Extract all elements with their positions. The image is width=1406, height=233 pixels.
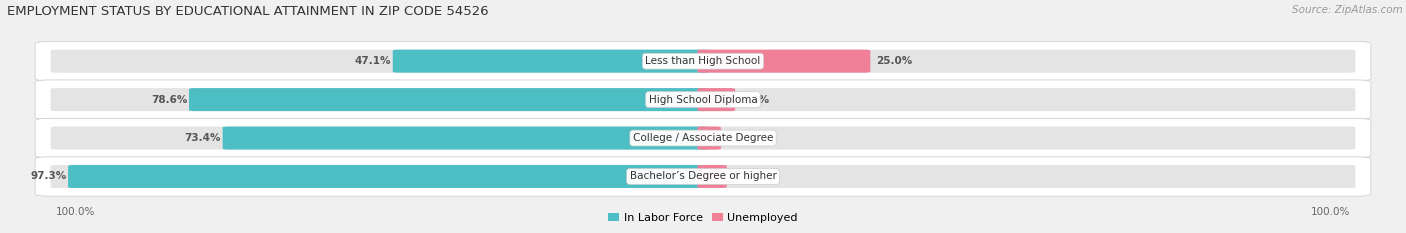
FancyBboxPatch shape: [392, 50, 709, 73]
Text: 4.1%: 4.1%: [741, 95, 770, 105]
FancyBboxPatch shape: [35, 41, 1371, 81]
FancyBboxPatch shape: [51, 127, 1355, 150]
Text: 1.9%: 1.9%: [727, 133, 755, 143]
Text: 100.0%: 100.0%: [56, 207, 96, 217]
FancyBboxPatch shape: [51, 88, 1355, 111]
Text: EMPLOYMENT STATUS BY EDUCATIONAL ATTAINMENT IN ZIP CODE 54526: EMPLOYMENT STATUS BY EDUCATIONAL ATTAINM…: [7, 5, 489, 18]
FancyBboxPatch shape: [35, 80, 1371, 119]
FancyBboxPatch shape: [188, 88, 709, 111]
Text: College / Associate Degree: College / Associate Degree: [633, 133, 773, 143]
Text: 47.1%: 47.1%: [354, 56, 391, 66]
Text: Less than High School: Less than High School: [645, 56, 761, 66]
Text: 73.4%: 73.4%: [184, 133, 221, 143]
Text: 25.0%: 25.0%: [876, 56, 912, 66]
Text: Source: ZipAtlas.com: Source: ZipAtlas.com: [1292, 5, 1403, 15]
FancyBboxPatch shape: [51, 165, 1355, 188]
Text: 100.0%: 100.0%: [1310, 207, 1350, 217]
FancyBboxPatch shape: [67, 165, 709, 188]
Text: High School Diploma: High School Diploma: [648, 95, 758, 105]
FancyBboxPatch shape: [35, 157, 1371, 196]
FancyBboxPatch shape: [697, 50, 870, 73]
Text: 97.3%: 97.3%: [31, 171, 66, 182]
FancyBboxPatch shape: [697, 127, 721, 150]
FancyBboxPatch shape: [51, 50, 1355, 73]
Text: Bachelor’s Degree or higher: Bachelor’s Degree or higher: [630, 171, 776, 182]
Legend: In Labor Force, Unemployed: In Labor Force, Unemployed: [603, 209, 803, 227]
FancyBboxPatch shape: [222, 127, 709, 150]
FancyBboxPatch shape: [697, 88, 735, 111]
FancyBboxPatch shape: [697, 165, 727, 188]
Text: 78.6%: 78.6%: [152, 95, 187, 105]
Text: 2.8%: 2.8%: [733, 171, 762, 182]
FancyBboxPatch shape: [35, 118, 1371, 158]
